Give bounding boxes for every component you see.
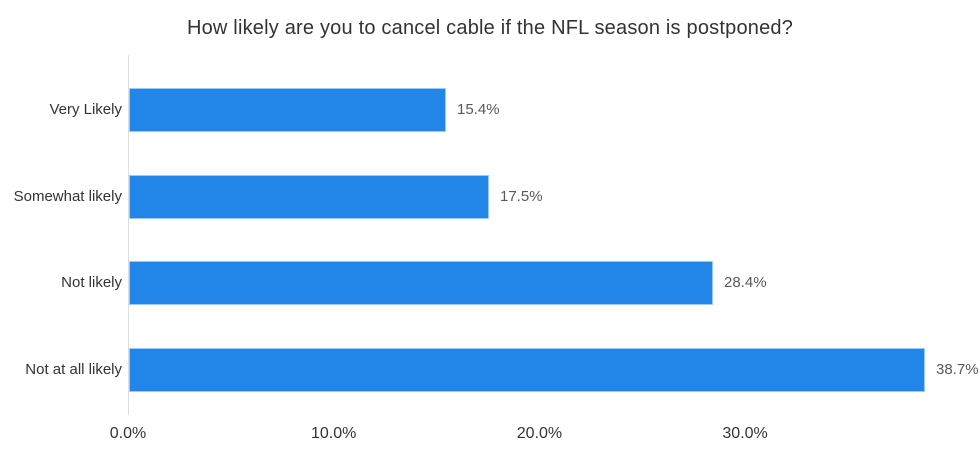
value-label: 15.4% <box>457 101 500 118</box>
category-label: Not at all likely <box>25 361 122 378</box>
category-label: Very Likely <box>49 101 122 118</box>
bar-not-at-all-likely[interactable] <box>129 348 925 392</box>
chart-title: How likely are you to cancel cable if th… <box>186 17 794 39</box>
bar-somewhat-likely[interactable] <box>129 175 489 219</box>
category-label: Somewhat likely <box>13 188 122 205</box>
value-label: 17.5% <box>500 188 543 205</box>
value-label: 28.4% <box>724 274 767 291</box>
x-tick-label: 0.0% <box>109 425 147 442</box>
x-tick-label: 20.0% <box>516 425 563 442</box>
y-axis-baseline <box>128 55 129 415</box>
bar-very-likely[interactable] <box>129 88 446 132</box>
bar-not-likely[interactable] <box>129 261 713 305</box>
x-tick-label: 10.0% <box>311 425 357 442</box>
x-tick-label: 30.0% <box>722 425 768 442</box>
value-label: 38.7% <box>936 361 979 378</box>
category-label: Not likely <box>61 274 122 291</box>
